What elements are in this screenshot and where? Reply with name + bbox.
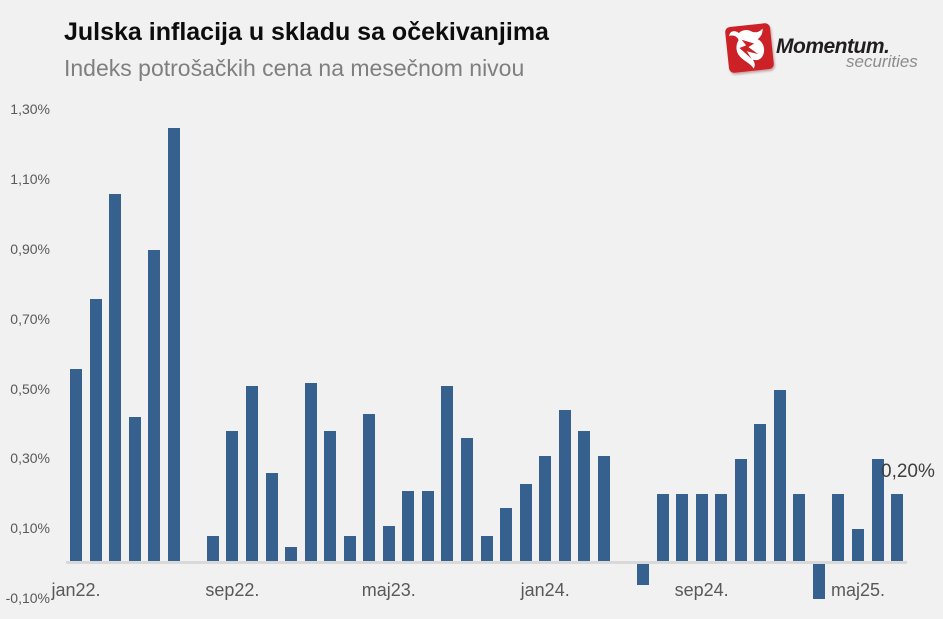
bar-avg24 xyxy=(676,494,689,564)
bar-nov24 xyxy=(734,459,747,564)
x-axis-line xyxy=(66,561,907,564)
bar-feb22 xyxy=(89,298,102,564)
bar-jun24 xyxy=(636,564,649,585)
y-tick-label: 0,90% xyxy=(10,240,50,257)
x-tick-label: sep22. xyxy=(205,580,260,600)
y-tick-label: 0,30% xyxy=(10,450,50,467)
bar-sep24 xyxy=(695,494,708,564)
y-tick-label: -0,10% xyxy=(5,589,50,606)
chart-title: Julska inflacija u skladu sa očekivanjim… xyxy=(64,18,549,46)
momentum-logo: Momentum. securities xyxy=(724,22,932,79)
bar-jan24 xyxy=(539,455,552,564)
bar-jan25 xyxy=(773,389,786,564)
bar-jul23 xyxy=(421,490,434,564)
bar-dec24 xyxy=(754,424,767,564)
bar-mar23 xyxy=(343,536,356,564)
bar-nov23 xyxy=(500,508,513,564)
bar-feb23 xyxy=(324,431,337,564)
bar-jun23 xyxy=(402,490,415,564)
bar-dec22 xyxy=(285,546,298,564)
x-tick-label: jan24. xyxy=(520,580,570,600)
bar-nov22 xyxy=(265,473,278,564)
bar-apr24 xyxy=(597,455,610,564)
y-tick-label: 1,10% xyxy=(10,171,50,188)
bar-apr23 xyxy=(363,413,376,564)
bar-jul25 xyxy=(891,494,904,564)
x-tick-label: sep24. xyxy=(674,580,729,600)
x-tick-label: maj23. xyxy=(361,580,416,600)
y-tick-label: 0,50% xyxy=(10,380,50,397)
bar-mar25 xyxy=(812,564,825,599)
bar-sep23 xyxy=(461,438,473,564)
bar-feb25 xyxy=(793,494,806,564)
bar-feb24 xyxy=(558,410,571,564)
x-tick-label: maj25. xyxy=(830,580,886,600)
bar-jul24 xyxy=(656,494,669,564)
bar-mar22 xyxy=(109,194,122,564)
bar-jun25 xyxy=(871,459,884,564)
bar-okt24 xyxy=(715,494,728,564)
bar-jun22 xyxy=(167,127,180,564)
bar-okt22 xyxy=(245,386,258,564)
bar-avg23 xyxy=(441,386,454,564)
bar-jan22 xyxy=(70,368,82,564)
bar-apr22 xyxy=(128,417,141,564)
bar-apr25 xyxy=(832,494,845,564)
bar-sep22 xyxy=(226,431,239,564)
chart-subtitle: Indeks potrošačkih cena na mesečnom nivo… xyxy=(64,55,525,81)
bull-icon xyxy=(724,22,775,74)
bar-maj23 xyxy=(382,525,395,564)
bar-dec23 xyxy=(519,483,532,564)
x-tick-label: jan22. xyxy=(51,580,101,600)
y-tick-label: 0,10% xyxy=(10,520,50,537)
logo-brand-text: Momentum. xyxy=(776,35,890,58)
bar-maj25 xyxy=(852,529,864,564)
logo-brand-subtext: securities xyxy=(846,52,918,71)
bar-avg22 xyxy=(206,536,219,564)
bar-maj22 xyxy=(148,249,161,564)
bar-mar24 xyxy=(578,431,591,564)
y-tick-label: 1,30% xyxy=(10,101,50,118)
last-bar-data-label: 0,20% xyxy=(881,461,935,482)
y-tick-label: 0,70% xyxy=(10,310,50,327)
bar-jan23 xyxy=(304,382,317,564)
bar-okt23 xyxy=(480,536,493,564)
